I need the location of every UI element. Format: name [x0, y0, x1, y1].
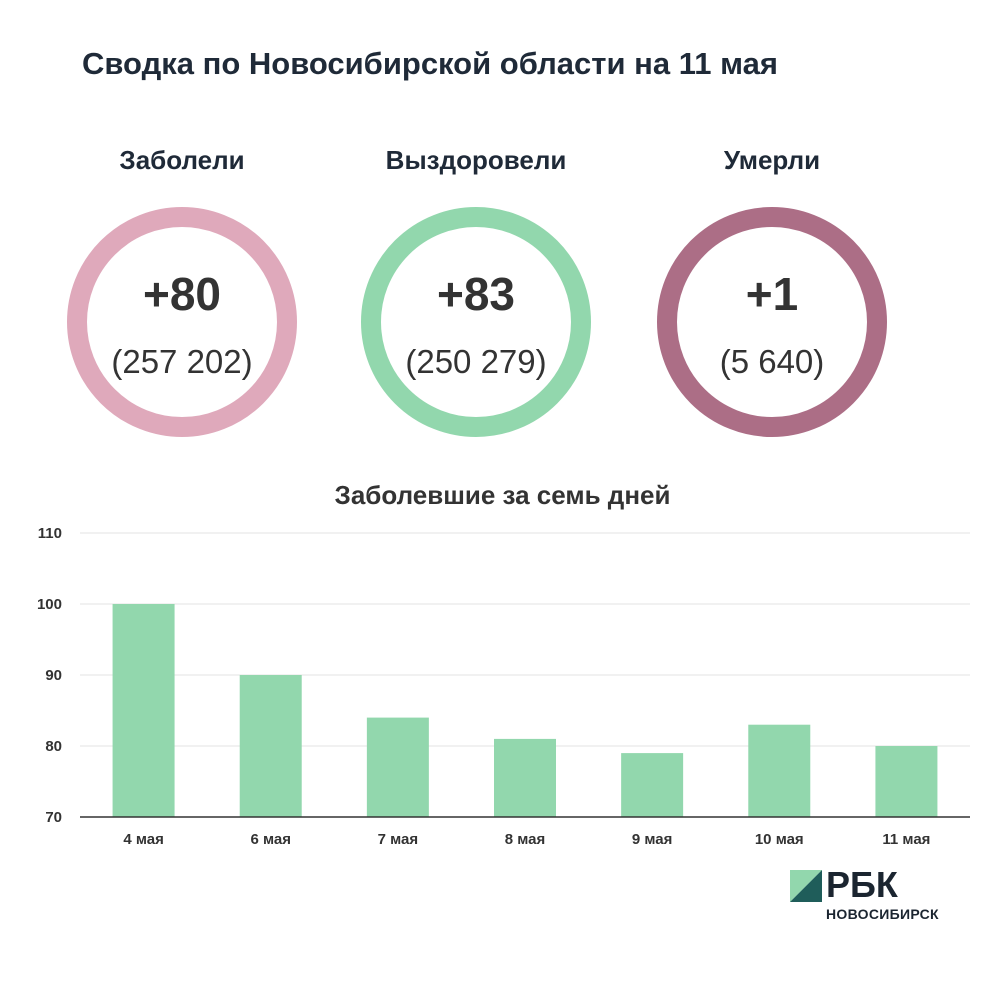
bar	[875, 746, 938, 817]
ring-deaths: +1 (5 640)	[657, 207, 887, 437]
ring-recovered: +83 (250 279)	[361, 207, 591, 437]
y-tick-label: 80	[45, 738, 62, 755]
page-title: Сводка по Новосибирской области на 11 ма…	[82, 46, 778, 81]
stat-delta: +1	[745, 268, 799, 320]
y-tick-label: 110	[38, 525, 62, 542]
bar	[239, 675, 302, 817]
bar	[621, 753, 684, 817]
rbc-logo-icon	[790, 870, 822, 902]
stat-label: Заболели	[119, 145, 245, 175]
y-tick-label: 70	[45, 809, 62, 826]
bar	[748, 724, 811, 817]
logo-subtitle: НОВОСИБИРСК	[826, 906, 939, 922]
stat-infected: Заболели +80 (257 202)	[52, 145, 312, 437]
y-tick-label: 100	[37, 596, 62, 613]
stat-delta: +83	[436, 268, 516, 320]
bar	[494, 738, 556, 817]
x-tick-label: 10 мая	[755, 831, 804, 848]
bar	[112, 604, 175, 817]
stat-label: Умерли	[723, 145, 821, 175]
stat-total: (250 279)	[405, 343, 547, 380]
x-tick-label: 7 мая	[378, 831, 419, 848]
logo-text: РБК	[826, 864, 898, 905]
x-tick-label: 4 мая	[123, 831, 164, 848]
stat-recovered: Выздоровели +83 (250 279)	[346, 145, 606, 437]
stat-deaths: Умерли +1 (5 640)	[642, 145, 902, 437]
y-tick-label: 90	[45, 667, 62, 684]
x-tick-label: 6 мая	[250, 831, 291, 848]
x-tick-label: 8 мая	[505, 831, 546, 848]
x-tick-label: 9 мая	[632, 831, 673, 848]
stat-total: (257 202)	[111, 343, 253, 380]
x-tick-label: 11 мая	[882, 831, 930, 848]
chart-title: Заболевшие за семь дней	[334, 480, 671, 510]
stat-delta: +80	[142, 268, 222, 320]
stat-label: Выздоровели	[385, 145, 567, 175]
bar	[366, 717, 429, 817]
bar-chart: 110 100 90 80 70 4 мая 6 мая 7 мая 8 мая 9 мая 10 …	[37, 525, 970, 848]
stat-total: (5 640)	[719, 343, 825, 380]
ring-infected: +80 (257 202)	[67, 207, 297, 437]
